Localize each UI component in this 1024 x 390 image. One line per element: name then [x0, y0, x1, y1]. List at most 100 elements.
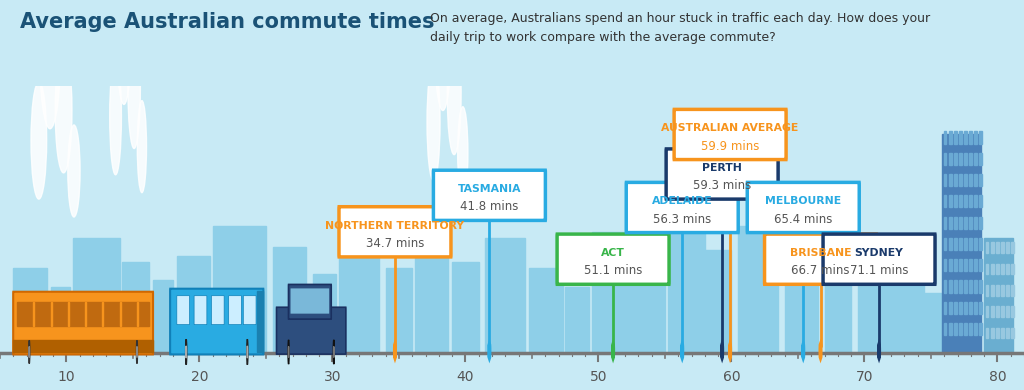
- Bar: [996, 285, 998, 296]
- Bar: [974, 280, 977, 292]
- Bar: [948, 131, 951, 144]
- Text: PERTH: PERTH: [702, 163, 742, 173]
- Bar: [1007, 328, 1009, 338]
- Bar: [991, 307, 993, 317]
- FancyBboxPatch shape: [211, 296, 224, 324]
- Text: 60: 60: [723, 370, 740, 384]
- Bar: [50, 302, 51, 326]
- Bar: [485, 238, 525, 353]
- Bar: [1007, 307, 1009, 317]
- Bar: [592, 232, 638, 353]
- Bar: [953, 216, 956, 229]
- Bar: [1012, 264, 1014, 275]
- Bar: [948, 195, 951, 207]
- Text: 30: 30: [324, 370, 341, 384]
- Bar: [996, 264, 998, 275]
- Bar: [941, 135, 981, 353]
- Bar: [638, 262, 665, 353]
- FancyBboxPatch shape: [557, 234, 669, 284]
- Ellipse shape: [31, 82, 47, 199]
- Bar: [272, 247, 306, 353]
- FancyBboxPatch shape: [433, 170, 546, 220]
- Bar: [85, 302, 86, 326]
- Bar: [925, 292, 948, 353]
- Bar: [1007, 285, 1009, 296]
- FancyBboxPatch shape: [674, 109, 786, 160]
- Bar: [953, 174, 956, 186]
- Bar: [13, 340, 153, 352]
- Bar: [964, 280, 967, 292]
- Bar: [177, 256, 210, 353]
- FancyBboxPatch shape: [289, 284, 331, 319]
- Text: Average Australian commute times: Average Australian commute times: [20, 12, 435, 32]
- Bar: [943, 302, 946, 314]
- Bar: [668, 207, 705, 353]
- Bar: [33, 302, 35, 326]
- Bar: [738, 226, 778, 353]
- Bar: [213, 226, 266, 353]
- Bar: [974, 302, 977, 314]
- FancyBboxPatch shape: [228, 296, 242, 324]
- Bar: [974, 259, 977, 271]
- Bar: [969, 131, 972, 144]
- Bar: [50, 287, 71, 353]
- Text: 56.3 mins: 56.3 mins: [653, 213, 712, 225]
- Bar: [943, 174, 946, 186]
- Bar: [948, 153, 951, 165]
- Bar: [958, 153, 962, 165]
- Bar: [953, 259, 956, 271]
- Bar: [1012, 285, 1014, 296]
- Bar: [943, 259, 946, 271]
- Bar: [969, 195, 972, 207]
- Bar: [958, 174, 962, 186]
- Bar: [974, 195, 977, 207]
- Bar: [953, 153, 956, 165]
- FancyBboxPatch shape: [765, 234, 877, 284]
- Circle shape: [288, 340, 289, 364]
- Bar: [705, 250, 731, 353]
- Bar: [565, 287, 589, 353]
- Text: MELBOURNE: MELBOURNE: [765, 197, 842, 206]
- Ellipse shape: [458, 107, 468, 199]
- Bar: [943, 238, 946, 250]
- Bar: [979, 216, 982, 229]
- Text: On average, Australians spend an hour stuck in traffic each day. How does your
d: On average, Australians spend an hour st…: [430, 12, 930, 44]
- Bar: [974, 131, 977, 144]
- Bar: [137, 302, 138, 326]
- Ellipse shape: [427, 64, 440, 181]
- Text: 41.8 mins: 41.8 mins: [460, 200, 518, 213]
- Bar: [948, 323, 951, 335]
- FancyBboxPatch shape: [667, 149, 778, 199]
- Bar: [1007, 243, 1009, 253]
- Bar: [943, 216, 946, 229]
- Bar: [415, 244, 449, 353]
- Bar: [979, 280, 982, 292]
- Bar: [824, 268, 851, 353]
- Bar: [974, 174, 977, 186]
- Bar: [943, 280, 946, 292]
- Ellipse shape: [39, 0, 60, 129]
- Bar: [943, 195, 946, 207]
- Bar: [964, 216, 967, 229]
- Bar: [958, 302, 962, 314]
- Circle shape: [333, 340, 334, 364]
- FancyBboxPatch shape: [823, 234, 935, 284]
- Bar: [948, 238, 951, 250]
- Bar: [958, 238, 962, 250]
- Bar: [958, 195, 962, 207]
- Bar: [1001, 328, 1004, 338]
- Text: 34.7 mins: 34.7 mins: [366, 237, 424, 250]
- Bar: [986, 328, 988, 338]
- Bar: [953, 195, 956, 207]
- Text: 59.9 mins: 59.9 mins: [700, 140, 759, 152]
- Bar: [958, 216, 962, 229]
- Bar: [974, 238, 977, 250]
- Bar: [979, 195, 982, 207]
- Bar: [996, 243, 998, 253]
- Bar: [1012, 243, 1014, 253]
- Bar: [943, 153, 946, 165]
- Bar: [953, 238, 956, 250]
- FancyBboxPatch shape: [170, 289, 263, 355]
- Bar: [1012, 307, 1014, 317]
- Bar: [386, 268, 413, 353]
